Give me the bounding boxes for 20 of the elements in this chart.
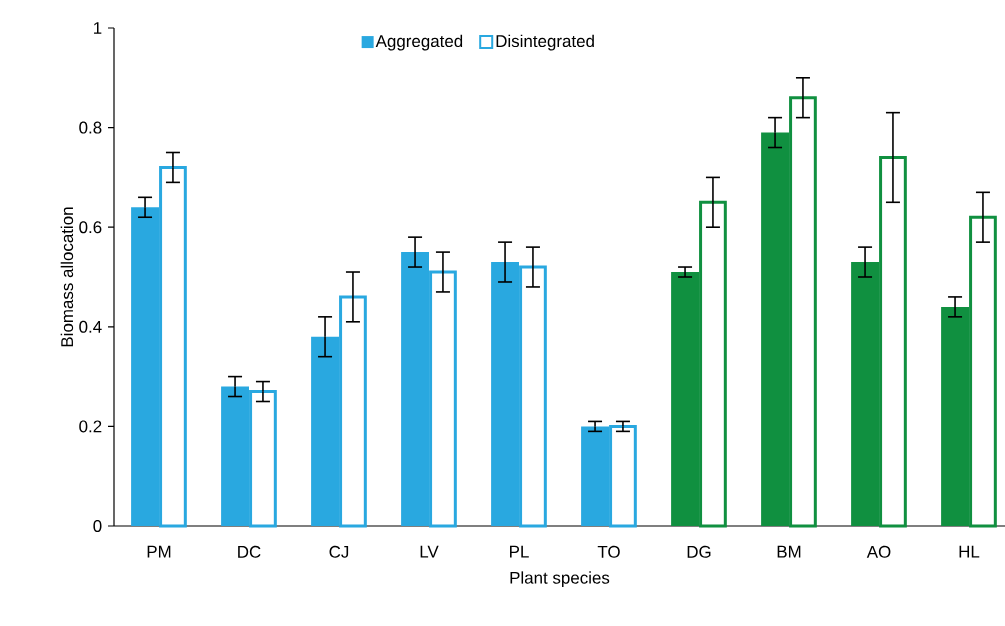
x-tick-label: LV — [420, 545, 439, 558]
legend-label: Aggregated — [375, 34, 463, 51]
y-tick-label: 0.8 — [79, 121, 102, 134]
x-tick-label: BM — [777, 545, 801, 558]
x-tick-label: TO — [597, 545, 620, 558]
y-tick-label: 1 — [94, 22, 102, 34]
x-tick-label: AO — [866, 545, 891, 558]
y-tick-label: 0.4 — [79, 320, 102, 333]
legend-label: Disintegrated — [496, 34, 594, 51]
x-tick-label: PL — [510, 545, 529, 558]
x-tick-label: PM — [147, 545, 171, 558]
y-tick-label: 0 — [93, 520, 102, 532]
x-tick-label: CJ — [329, 545, 349, 558]
x-tick-label: DG — [687, 545, 711, 558]
x-tick-label: HL — [959, 545, 980, 558]
x-axis-title: Plant species — [510, 571, 610, 588]
y-axis-title: Biomass allocation — [60, 207, 74, 347]
x-tick-label: DC — [238, 545, 261, 558]
y-tick-label: 0.2 — [79, 420, 102, 433]
y-tick-label: 0.6 — [79, 221, 102, 234]
